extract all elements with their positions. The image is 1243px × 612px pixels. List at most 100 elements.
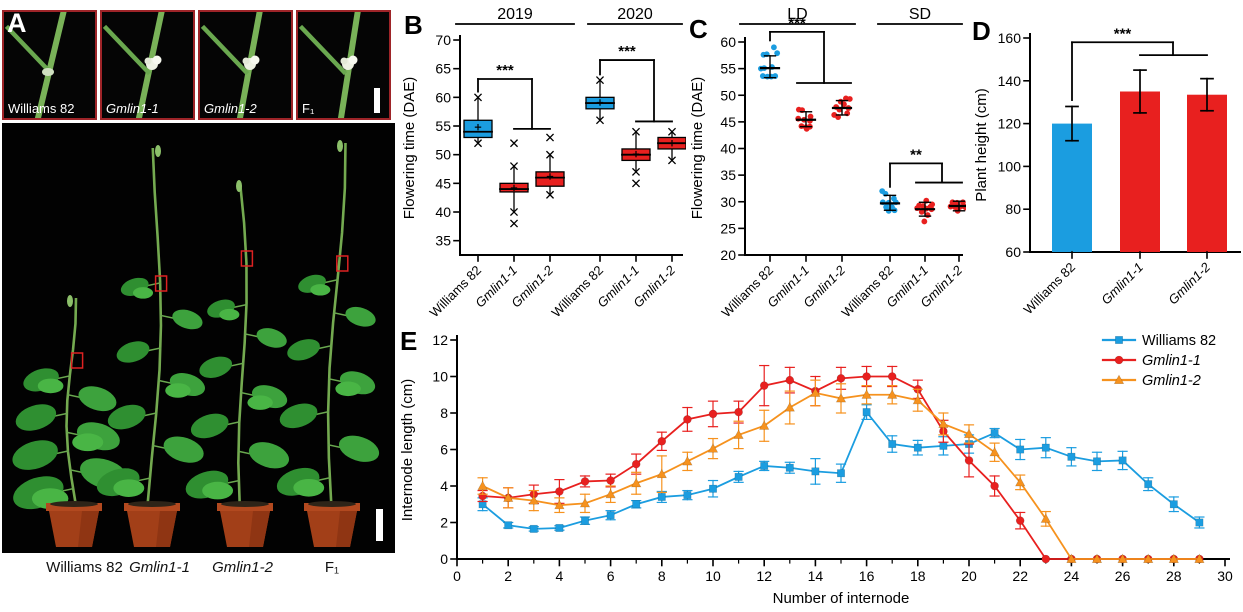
- svg-text:24: 24: [1064, 568, 1080, 584]
- dots-Gmlin1-1: Gmlin1-1: [764, 106, 817, 310]
- svg-text:***: ***: [788, 15, 806, 32]
- svg-text:10: 10: [705, 568, 721, 584]
- svg-text:45: 45: [720, 114, 736, 130]
- photo-label: Williams 82: [8, 101, 75, 116]
- flower-marker-box: [336, 255, 349, 272]
- svg-text:50: 50: [435, 147, 451, 163]
- svg-text:12: 12: [432, 332, 448, 348]
- plant-label-williams-82: Williams 82: [46, 559, 123, 576]
- svg-text:8: 8: [658, 568, 666, 584]
- box-Gmlin1-2: Gmlin1-2: [508, 133, 565, 310]
- svg-text:140: 140: [998, 73, 1022, 89]
- svg-text:18: 18: [910, 568, 926, 584]
- svg-text:**: **: [910, 146, 922, 163]
- bar-Gmlin1-1: Gmlin1-1: [1098, 69, 1160, 308]
- svg-text:Williams 82: Williams 82: [719, 263, 777, 321]
- flower-marker-box: [70, 352, 84, 369]
- svg-text:40: 40: [720, 141, 736, 157]
- svg-text:Number of internode: Number of internode: [773, 590, 910, 607]
- svg-text:25: 25: [720, 220, 736, 236]
- scale-bar: [376, 509, 383, 541]
- stem-photo-illustration: [102, 12, 193, 118]
- photo-gmlin1-1: Gmlin1-1: [100, 10, 195, 120]
- svg-text:Gmlin1-2: Gmlin1-2: [1165, 259, 1213, 307]
- svg-text:50: 50: [720, 87, 736, 103]
- svg-text:4: 4: [440, 478, 448, 494]
- panel-d-barchart: 60 80 100 120 140 160 Plant height (cm) William…: [973, 25, 1241, 318]
- whole-plant-photo: [2, 123, 395, 553]
- stem-photo-illustration: [200, 12, 291, 118]
- svg-text:0: 0: [453, 568, 461, 584]
- svg-text:60: 60: [720, 34, 736, 50]
- svg-text:22: 22: [1012, 568, 1028, 584]
- flower-marker-box: [154, 275, 168, 292]
- svg-text:20: 20: [720, 247, 736, 263]
- svg-text:80: 80: [1005, 201, 1021, 217]
- svg-text:12: 12: [756, 568, 772, 584]
- panel-e: E 0 2 4 6 8 10 12 0 2 4 6 8 10 12 14 16 18 20 22 24 26 28 30 Nu…: [398, 322, 1243, 612]
- panel-letter-e: E: [400, 326, 418, 356]
- photo-williams-82: A Williams 82: [2, 8, 97, 120]
- sig-bracket: ***: [477, 62, 551, 130]
- svg-text:30: 30: [1217, 568, 1233, 584]
- group-header-SD: SD: [877, 6, 963, 25]
- svg-text:Plant height (cm): Plant height (cm): [973, 88, 990, 201]
- group-header-2019: 2019: [455, 6, 575, 25]
- photo-label: Gmlin1-2: [204, 101, 257, 116]
- panel-c-dotplot: 20 25 30 35 40 45 50 55 60 Flowering time (DAE) LD…: [689, 6, 971, 321]
- svg-text:6: 6: [440, 442, 448, 458]
- svg-text:Gmlin1-1: Gmlin1-1: [1142, 353, 1201, 369]
- panel-letter-d: D: [972, 16, 991, 46]
- plant-label-f1: F₁: [324, 559, 340, 576]
- box-Gmlin1-1: Gmlin1-1: [472, 139, 529, 310]
- photo-gmlin1-2: Gmlin1-2: [198, 10, 293, 120]
- svg-text:Internode length (cm): Internode length (cm): [399, 379, 416, 522]
- svg-text:2020: 2020: [617, 6, 653, 23]
- svg-text:6: 6: [607, 568, 615, 584]
- panel-letter-a: A: [7, 8, 27, 38]
- panel-letter-c: C: [689, 14, 708, 44]
- svg-text:120: 120: [998, 116, 1022, 132]
- box-Williams 82: Williams 82: [549, 76, 615, 320]
- svg-text:45: 45: [435, 175, 451, 191]
- svg-text:160: 160: [998, 30, 1022, 46]
- svg-text:Williams 82: Williams 82: [839, 263, 897, 321]
- sig-bracket: ***: [1071, 25, 1208, 101]
- plant-label-gmlin1-2: Gmlin1-2: [212, 559, 273, 576]
- svg-text:Williams 82: Williams 82: [1021, 260, 1079, 318]
- bar-Gmlin1-2: Gmlin1-2: [1165, 77, 1227, 307]
- svg-text:16: 16: [859, 568, 875, 584]
- bar-Williams 82: Williams 82: [1021, 105, 1092, 318]
- sig-bracket: **: [889, 146, 963, 188]
- svg-text:70: 70: [435, 32, 451, 48]
- series-Gmlin1-2: [477, 379, 1205, 563]
- sig-bracket: ***: [769, 15, 852, 84]
- photo-label: Gmlin1-1: [106, 101, 159, 116]
- group-header-LD: LD: [739, 6, 856, 25]
- svg-text:14: 14: [808, 568, 824, 584]
- svg-text:Williams 82: Williams 82: [427, 263, 485, 321]
- svg-text:8: 8: [440, 405, 448, 421]
- svg-text:Flowering time (DAE): Flowering time (DAE): [401, 77, 418, 220]
- svg-text:Gmlin1-1: Gmlin1-1: [1098, 260, 1146, 308]
- panel-c: C 20 25 30 35 40 45 50 55 60 Flowering time (DAE)…: [686, 0, 971, 322]
- svg-text:65: 65: [435, 61, 451, 77]
- panel-letter-b: B: [404, 10, 423, 40]
- svg-text:LD: LD: [787, 6, 807, 23]
- svg-text:55: 55: [435, 118, 451, 134]
- panel-d: D 60 80 100 120 140 160 Plant height (cm) Willi…: [966, 0, 1243, 322]
- sig-bracket: ***: [599, 43, 673, 123]
- panel-a-photo-strip: A Williams 82 Gmlin1-1 Gmlin1-2 F₁: [2, 8, 395, 120]
- panel-b: B 35 40 45 50 55 60 65 70 Flowering time (DAE) 20…: [398, 0, 687, 322]
- svg-text:20: 20: [961, 568, 977, 584]
- axes: 35 40 45 50 55 60 65 70 Flowering time (DAE): [401, 32, 683, 256]
- svg-text:0: 0: [440, 551, 448, 567]
- panel-b-boxplot: 35 40 45 50 55 60 65 70 Flowering time (DAE) 2019…: [401, 6, 687, 321]
- svg-text:Gmlin1-2: Gmlin1-2: [1142, 373, 1201, 389]
- svg-text:60: 60: [1005, 244, 1021, 260]
- stem-photo-illustration: [298, 12, 389, 118]
- svg-text:Williams 82: Williams 82: [1142, 333, 1216, 349]
- photo-label: F₁: [302, 101, 315, 116]
